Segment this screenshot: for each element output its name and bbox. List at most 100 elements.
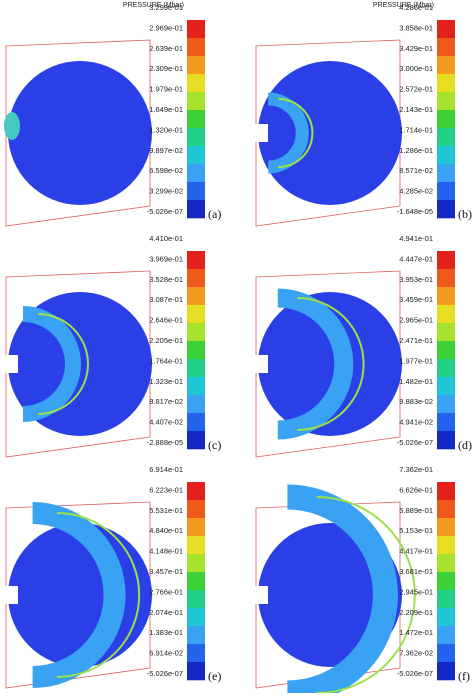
colorbar-segment	[187, 377, 205, 396]
colorbar-tick-label: 1.482e-01	[399, 377, 433, 386]
shock-front	[278, 98, 314, 168]
mesh-outline	[5, 270, 151, 458]
colorbar-segment	[187, 518, 205, 537]
colorbar-segment	[187, 200, 205, 219]
colorbar-segment	[437, 590, 455, 609]
colorbar-segment	[437, 662, 455, 681]
contour-plot	[4, 39, 152, 227]
panel-label: (c)	[208, 438, 221, 452]
colorbar-segment	[187, 251, 205, 270]
colorbar-segment	[437, 164, 455, 183]
colorbar-tick-label: 4.447e-01	[399, 254, 433, 263]
colorbar-tick-label: 8.571e-02	[399, 166, 433, 175]
colorbar-tick-label: 1.714e-01	[399, 125, 433, 134]
colorbar-tick-label: 4.417e-01	[399, 547, 433, 556]
colorbar-segment	[187, 626, 205, 645]
colorbar-tick-label: 4.840e-01	[149, 526, 183, 535]
colorbar-tick-label: 3.681e-01	[399, 567, 433, 576]
panel: 7.362e-01 6.626e-01 5.889e-01 5.153e-01 4.41…	[254, 465, 470, 698]
colorbar-segment	[187, 164, 205, 183]
colorbar-segment	[187, 554, 205, 573]
colorbar-segment	[437, 431, 455, 450]
colorbar-tick-label: -1.648e-05	[397, 207, 433, 216]
colorbar-segment	[437, 323, 455, 342]
colorbar-segment	[187, 500, 205, 519]
pressure-front	[287, 484, 398, 698]
colorbar-tick-label: -5.026e-07	[147, 669, 183, 678]
panel-label: (b)	[458, 207, 472, 221]
colorbar-segment	[187, 128, 205, 147]
domain	[8, 523, 152, 667]
domain	[8, 61, 152, 205]
colorbar-tick-label: 7.362e-01	[399, 465, 433, 474]
pressure-front	[267, 92, 309, 174]
panel: 6.914e-01 6.223e-01 5.531e-01 4.840e-01 4.14…	[4, 465, 221, 689]
pressure-front	[4, 112, 20, 140]
colorbar-segment	[437, 359, 455, 378]
panel: 4.941e-01 4.447e-01 3.953e-01 3.459e-01 2.96…	[254, 234, 472, 458]
colorbar-tick-label: 5.531e-01	[149, 506, 183, 515]
colorbar-segment	[187, 38, 205, 57]
colorbar-tick-label: 3.299e-01	[149, 3, 183, 12]
colorbar-segment	[437, 20, 455, 39]
colorbar-tick-label: 3.457e-01	[149, 567, 183, 576]
colorbar-tick-label: 9.897e-02	[149, 146, 183, 155]
colorbar-segment	[437, 269, 455, 288]
colorbar-segment	[187, 323, 205, 342]
colorbar-segment	[437, 56, 455, 75]
colorbar-tick-label: 3.000e-01	[399, 64, 433, 73]
colorbar-segment	[437, 536, 455, 555]
colorbar-tick-label: 5.889e-01	[399, 506, 433, 515]
colorbar-tick-label: 2.965e-01	[399, 316, 433, 325]
colorbar-tick-label: 3.299e-02	[149, 187, 183, 196]
colorbar-tick-label: 2.639e-01	[149, 44, 183, 53]
colorbar-segment	[187, 413, 205, 432]
colorbar-title: PRESSURE (Mbar)	[123, 2, 184, 9]
colorbar-segment	[187, 305, 205, 324]
colorbar-segment	[187, 74, 205, 93]
colorbar-tick-label: 4.407e-02	[149, 418, 183, 427]
colorbar-segment	[187, 431, 205, 450]
colorbar-tick-label: -5.026e-07	[397, 669, 433, 678]
colorbar-tick-label: -5.026e-07	[147, 207, 183, 216]
colorbar-tick-label: 1.323e-01	[149, 377, 183, 386]
colorbar-tick-label: 2.646e-01	[149, 316, 183, 325]
colorbar-segment	[187, 644, 205, 663]
colorbar-segment	[437, 287, 455, 306]
colorbar-tick-label: 1.977e-01	[399, 356, 433, 365]
colorbar-tick-label: 2.945e-01	[399, 587, 433, 596]
colorbar-segment	[187, 146, 205, 165]
colorbar-segment	[437, 413, 455, 432]
colorbar-segment	[187, 395, 205, 414]
colorbar-segment	[187, 359, 205, 378]
panel-label: (f)	[458, 669, 470, 683]
colorbar-tick-label: 4.286e-01	[399, 3, 433, 12]
colorbar-tick-label: 3.953e-01	[399, 275, 433, 284]
colorbar-segment	[187, 572, 205, 591]
colorbar-tick-label: 2.209e-01	[399, 608, 433, 617]
colorbar-tick-label: 3.429e-01	[399, 44, 433, 53]
panel-label: (d)	[458, 438, 472, 452]
colorbar-tick-label: 2.572e-01	[399, 85, 433, 94]
colorbar-tick-label: 1.472e-01	[399, 628, 433, 637]
colorbar-segment	[187, 590, 205, 609]
contour-plot	[254, 270, 402, 458]
colorbar-tick-label: 1.764e-01	[149, 356, 183, 365]
colorbar-tick-label: 6.598e-02	[149, 166, 183, 175]
colorbar-segment	[437, 305, 455, 324]
shock-front	[57, 512, 141, 678]
colorbar-segment	[187, 287, 205, 306]
colorbar-segment	[437, 38, 455, 57]
colorbar-segment	[187, 110, 205, 129]
mesh-outline	[5, 501, 151, 689]
colorbar-segment	[187, 269, 205, 288]
colorbar-segment	[187, 92, 205, 111]
mesh-outline	[255, 39, 401, 227]
colorbar-tick-label: 2.969e-01	[149, 23, 183, 32]
colorbar-tick-label: -2.888e-05	[147, 438, 183, 447]
shock-front	[297, 297, 365, 431]
colorbar-tick-label: 9.883e-02	[399, 397, 433, 406]
colorbar-segment	[437, 128, 455, 147]
colorbar-segment	[437, 182, 455, 201]
